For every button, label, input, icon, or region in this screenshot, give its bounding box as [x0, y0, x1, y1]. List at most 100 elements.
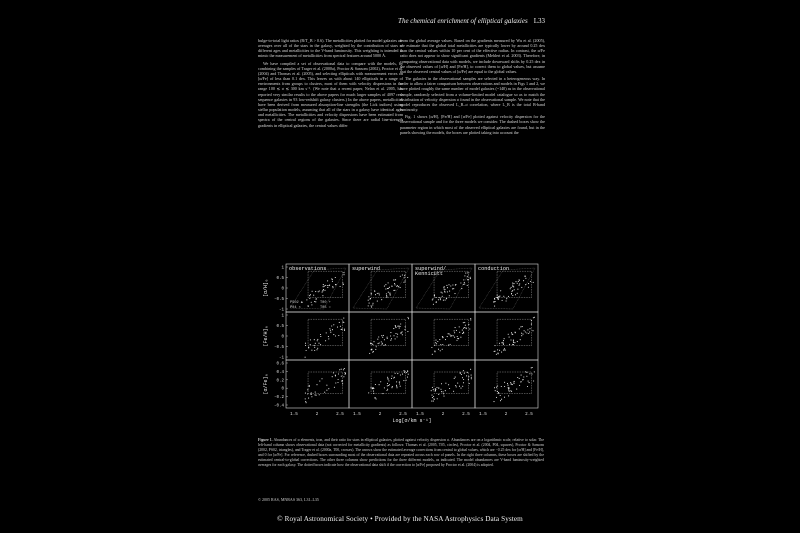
data-point [532, 317, 534, 319]
data-point [448, 295, 450, 297]
data-point [441, 292, 443, 294]
data-point [400, 332, 402, 334]
data-point [443, 286, 445, 288]
figure-caption: Figure 1. Abundances of α elements, iron… [258, 438, 544, 468]
data-point [497, 298, 499, 300]
data-point [507, 386, 509, 388]
data-point [394, 372, 396, 374]
data-point [468, 279, 470, 281]
data-point [318, 342, 320, 344]
dashed-reference-box [370, 371, 406, 394]
data-point [514, 294, 517, 296]
data-point [452, 335, 454, 337]
data-point [509, 288, 511, 290]
dashed-reference-box [307, 371, 343, 394]
x-tick-label: 1.5 [416, 412, 424, 417]
data-point [328, 388, 330, 390]
data-point [469, 276, 471, 278]
data-point [441, 348, 443, 350]
right-text-column: from the global average values. Based on… [400, 38, 545, 137]
data-point [328, 338, 330, 340]
data-point [463, 372, 465, 374]
data-point [371, 388, 373, 390]
data-point [435, 342, 437, 344]
data-point [461, 288, 463, 290]
data-point [510, 381, 512, 384]
x-tick-label: 2.5 [399, 412, 407, 417]
y-tick-label: -1 [279, 309, 285, 313]
data-point [505, 300, 507, 302]
data-point [322, 286, 324, 288]
data-point [507, 388, 509, 390]
data-point [464, 283, 466, 285]
data-point [396, 385, 398, 387]
data-point [523, 280, 525, 282]
data-point [394, 338, 396, 340]
data-point [493, 350, 495, 352]
data-point [448, 384, 450, 386]
data-point [513, 289, 515, 291]
data-point [343, 329, 346, 332]
data-point [383, 344, 385, 346]
running-head-title: The chemical enrichment of elliptical ga… [398, 17, 528, 25]
data-point [386, 389, 388, 392]
data-point [526, 371, 528, 373]
data-point [387, 287, 390, 289]
data-point [373, 392, 375, 394]
data-point [500, 290, 502, 292]
data-point [469, 328, 471, 330]
data-point [396, 387, 398, 389]
data-point [531, 366, 533, 369]
data-point [323, 285, 325, 287]
data-point [376, 300, 378, 302]
data-point [371, 343, 373, 345]
data-point [390, 377, 393, 379]
data-point [407, 370, 409, 372]
data-point [390, 335, 392, 337]
data-point [407, 318, 410, 320]
data-point [396, 381, 398, 383]
data-point [511, 390, 513, 393]
data-point [439, 339, 441, 341]
data-point [387, 376, 389, 378]
data-point [463, 327, 465, 329]
data-point [391, 285, 393, 287]
data-point [522, 333, 524, 335]
data-point [304, 342, 307, 344]
data-point [444, 390, 446, 392]
data-point [384, 344, 387, 346]
data-point [497, 385, 499, 387]
data-point [318, 394, 320, 396]
dashed-reference-box [433, 270, 469, 298]
data-point [462, 283, 464, 286]
data-point [398, 327, 400, 329]
data-point [470, 376, 472, 378]
data-point [315, 298, 317, 300]
data-point [337, 381, 339, 384]
ads-footer: © Royal Astronomical Society • Provided … [277, 515, 523, 523]
y-tick-label: -0.5 [274, 298, 285, 302]
data-point [446, 287, 449, 289]
data-point [331, 278, 333, 280]
data-point [527, 380, 529, 382]
data-point [368, 296, 370, 298]
right-paragraph: Fig. 1 shows [α/H], [Fe/H] and [α/Fe] pl… [400, 114, 545, 135]
data-point [516, 282, 518, 284]
data-point [343, 328, 346, 330]
data-point [458, 326, 460, 328]
dashed-reference-box [496, 319, 532, 346]
data-point [495, 296, 497, 298]
column-title: conduction [478, 266, 509, 272]
data-point [324, 391, 326, 393]
data-point [444, 291, 446, 293]
data-point [394, 284, 396, 286]
data-point [456, 339, 458, 341]
data-point [388, 286, 391, 288]
data-point [325, 340, 327, 342]
data-point [529, 373, 531, 375]
data-point [314, 301, 316, 303]
data-point [383, 285, 385, 287]
data-point [508, 387, 510, 389]
data-point [395, 333, 397, 335]
data-point [532, 330, 534, 332]
